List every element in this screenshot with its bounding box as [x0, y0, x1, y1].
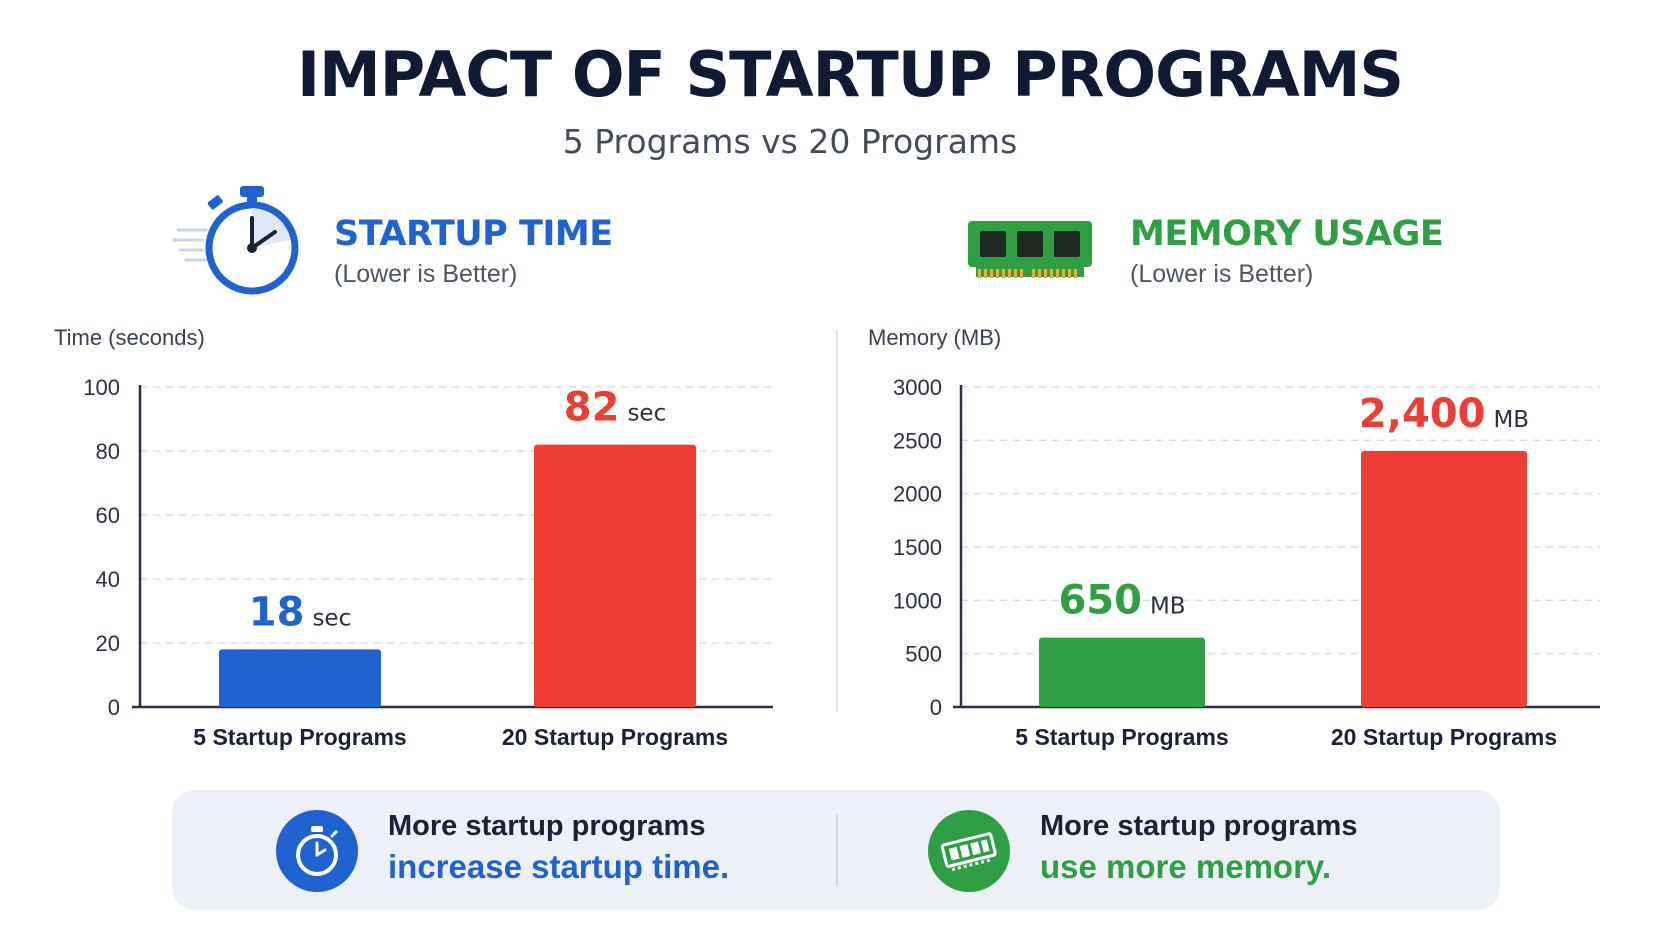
- callout-divider: [836, 814, 838, 886]
- stopwatch-badge: [276, 810, 358, 892]
- memory-ytick-label: 1500: [893, 535, 942, 560]
- time-ytick-label: 0: [108, 695, 120, 720]
- callout-memory-line1: More startup programs: [1040, 810, 1358, 842]
- summary-callout: More startup programs increase startup t…: [172, 790, 1500, 910]
- time-ytick-label: 40: [96, 567, 120, 592]
- time-ytick-label: 80: [96, 439, 120, 464]
- memory-category-label: 5 Startup Programs: [1015, 724, 1228, 750]
- time-ylabel: Time (seconds): [54, 325, 205, 350]
- time-ytick-label: 20: [96, 631, 120, 656]
- time-ytick-label: 60: [96, 503, 120, 528]
- startup-time-subtitle: (Lower is Better): [334, 260, 518, 288]
- memory-ytick-label: 2000: [893, 482, 942, 507]
- memory-bar: [1039, 637, 1205, 707]
- time-bar: [219, 649, 381, 707]
- memory-bar: [1361, 451, 1527, 707]
- memory-usage-title: MEMORY USAGE: [1130, 214, 1444, 254]
- memory-ytick-label: 1000: [893, 588, 942, 613]
- time-bar: [534, 444, 696, 707]
- memory-ytick-label: 0: [930, 695, 942, 720]
- ram-module-icon: [966, 218, 1094, 289]
- time-data-label: 18 sec: [249, 589, 351, 635]
- startup-time-title: STARTUP TIME: [334, 214, 613, 254]
- memory-data-value: 2,400: [1359, 391, 1486, 437]
- memory-data-unit: MB: [1493, 407, 1529, 433]
- ram-module-icon: [940, 832, 997, 872]
- memory-ylabel: Memory (MB): [868, 325, 1001, 350]
- time-data-value: 82: [564, 385, 620, 431]
- page-title: IMPACT OF STARTUP PROGRAMS: [296, 38, 1404, 111]
- memory-data-value: 650: [1058, 578, 1142, 624]
- memory-data-label: 650 MB: [1058, 578, 1185, 624]
- time-data-unit: sec: [312, 605, 351, 631]
- callout-time-line1: More startup programs: [388, 810, 706, 842]
- ram-badge: [928, 810, 1010, 892]
- memory-data-label: 2,400 MB: [1359, 391, 1529, 437]
- stopwatch-icon: [172, 178, 302, 305]
- callout-memory-line2: use more memory.: [1040, 848, 1332, 885]
- memory-usage-subtitle: (Lower is Better): [1130, 260, 1314, 288]
- memory-ytick-label: 500: [905, 642, 942, 667]
- panel-divider: [836, 330, 838, 712]
- page-subtitle: 5 Programs vs 20 Programs: [562, 122, 1018, 161]
- memory-ytick-label: 3000: [893, 375, 942, 400]
- time-ytick-label: 100: [83, 375, 120, 400]
- memory-ytick-label: 2500: [893, 428, 942, 453]
- time-data-value: 18: [249, 589, 305, 635]
- time-data-unit: sec: [627, 401, 666, 427]
- time-data-label: 82 sec: [564, 385, 666, 431]
- memory-data-unit: MB: [1150, 594, 1186, 620]
- time-category-label: 5 Startup Programs: [193, 724, 406, 750]
- memory-category-label: 20 Startup Programs: [1331, 724, 1557, 750]
- stopwatch-icon: [296, 826, 338, 876]
- time-category-label: 20 Startup Programs: [502, 724, 728, 750]
- callout-time-line2: increase startup time.: [388, 848, 730, 885]
